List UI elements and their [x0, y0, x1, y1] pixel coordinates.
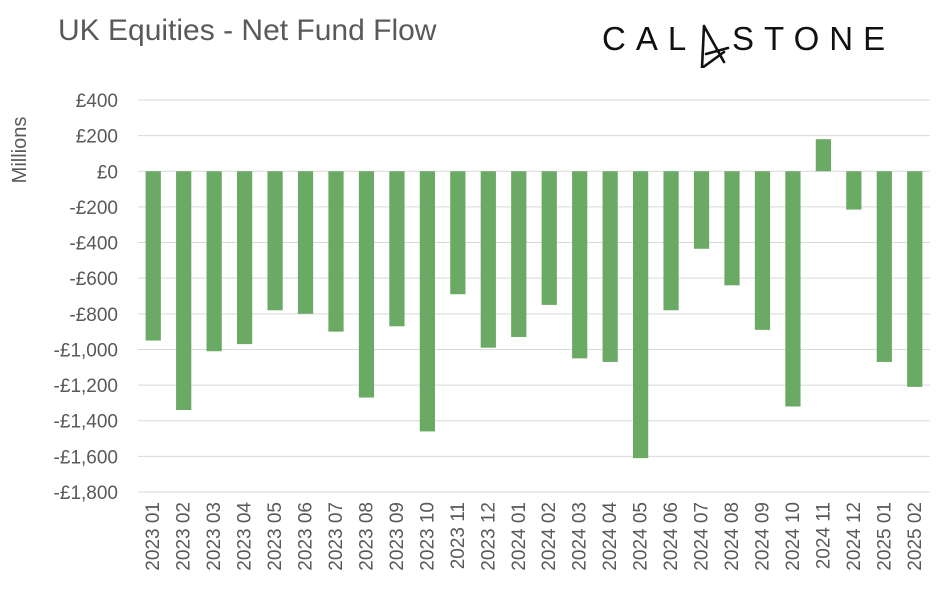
x-tick-label: 2023 10 — [417, 502, 438, 571]
bar-2023-12 — [480, 171, 496, 348]
bar-2023-04 — [237, 171, 253, 345]
x-tick-label: 2023 04 — [235, 502, 256, 571]
bar-2024-04 — [602, 171, 618, 362]
bar-2024-08 — [724, 171, 740, 286]
y-tick-label: £0 — [97, 162, 118, 183]
x-tick-label: 2024 10 — [783, 502, 804, 571]
bar-2024-07 — [693, 171, 710, 249]
x-tick-label: 2025 01 — [874, 502, 895, 571]
bar-2025-02 — [907, 171, 923, 387]
y-tick-label: -£400 — [69, 234, 118, 255]
bar-2023-08 — [358, 171, 375, 398]
x-tick-label: 2024 02 — [539, 502, 560, 571]
calastone-logo: CAL STONE — [602, 20, 895, 68]
y-tick-label: -£1,800 — [54, 483, 118, 504]
x-tick-label: 2024 12 — [844, 502, 865, 571]
y-tick-label: -£1,600 — [54, 447, 118, 468]
bar-2024-06 — [663, 171, 679, 311]
gridlines — [138, 99, 930, 493]
bar-2023-06 — [297, 171, 314, 314]
bar-2024-11 — [815, 139, 831, 172]
bar-2024-03 — [572, 171, 588, 359]
bar-2025-01 — [876, 171, 892, 362]
logo-text-right: STONE — [732, 20, 895, 57]
y-tick-label: -£1,000 — [54, 340, 118, 361]
y-tick-label: -£800 — [69, 305, 118, 326]
y-tick-label: £400 — [76, 91, 118, 112]
x-tick-label: 2023 06 — [296, 502, 317, 571]
x-tick-label: 2024 03 — [570, 502, 591, 571]
x-tick-label: 2023 05 — [265, 502, 286, 571]
bar-2024-09 — [754, 171, 771, 330]
x-tick-label: 2023 01 — [143, 502, 164, 571]
bar-2023-02 — [176, 171, 192, 411]
x-tick-label: 2024 07 — [692, 502, 713, 571]
x-tick-label: 2023 09 — [387, 502, 408, 571]
x-tick-label: 2023 02 — [174, 502, 195, 571]
x-tick-label: 2024 09 — [752, 502, 773, 571]
y-tick-label: -£200 — [69, 198, 118, 219]
x-tick-label: 2024 08 — [722, 502, 743, 571]
bars — [145, 139, 923, 459]
x-tick-label: 2024 05 — [631, 502, 652, 571]
bar-2024-10 — [785, 171, 801, 407]
bar-2024-02 — [541, 171, 557, 305]
logo-text-left: CAL — [602, 20, 696, 57]
x-tick-label: 2023 03 — [204, 502, 225, 571]
x-tick-label: 2024 04 — [600, 502, 621, 571]
x-tick-label: 2025 02 — [905, 502, 926, 571]
bar-2024-05 — [633, 171, 649, 459]
bar-2023-11 — [450, 171, 466, 295]
y-axis-ticks: £400 £200 £0 -£200 -£400 -£600 -£800 -£1,000 -£1… — [54, 91, 118, 504]
logo-arrow-icon — [700, 24, 730, 68]
bar-2023-09 — [389, 171, 405, 327]
bar-2023-10 — [419, 171, 435, 432]
x-tick-label: 2023 12 — [478, 502, 499, 571]
y-tick-label: -£600 — [69, 269, 118, 290]
bar-2023-07 — [328, 171, 344, 332]
x-tick-label: 2024 06 — [661, 502, 682, 571]
chart-title: UK Equities - Net Fund Flow — [58, 14, 437, 47]
y-axis-label: Millions — [9, 117, 31, 184]
x-tick-label: 2023 07 — [326, 502, 347, 571]
x-tick-label: 2024 01 — [509, 502, 530, 571]
bar-2024-01 — [511, 171, 527, 337]
x-axis-ticks: 2023 01 2023 02 2023 03 2023 04 2023 05 2023 … — [143, 502, 926, 571]
bar-2023-01 — [145, 171, 161, 341]
x-tick-label: 2023 11 — [448, 502, 469, 569]
bar-2023-05 — [267, 171, 283, 311]
x-tick-label: 2024 11 — [813, 502, 834, 569]
x-tick-label: 2023 08 — [356, 502, 377, 571]
y-tick-label: £200 — [76, 127, 118, 148]
y-tick-label: -£1,400 — [54, 412, 118, 433]
bar-2023-03 — [206, 171, 222, 352]
bar-2024-12 — [846, 171, 862, 210]
y-tick-label: -£1,200 — [54, 376, 118, 397]
